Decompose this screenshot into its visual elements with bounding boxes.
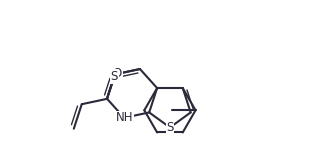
Text: N: N bbox=[111, 68, 119, 81]
Text: S: S bbox=[111, 70, 118, 83]
Text: S: S bbox=[166, 121, 174, 134]
Text: O: O bbox=[113, 67, 122, 80]
Text: NH: NH bbox=[115, 111, 133, 124]
